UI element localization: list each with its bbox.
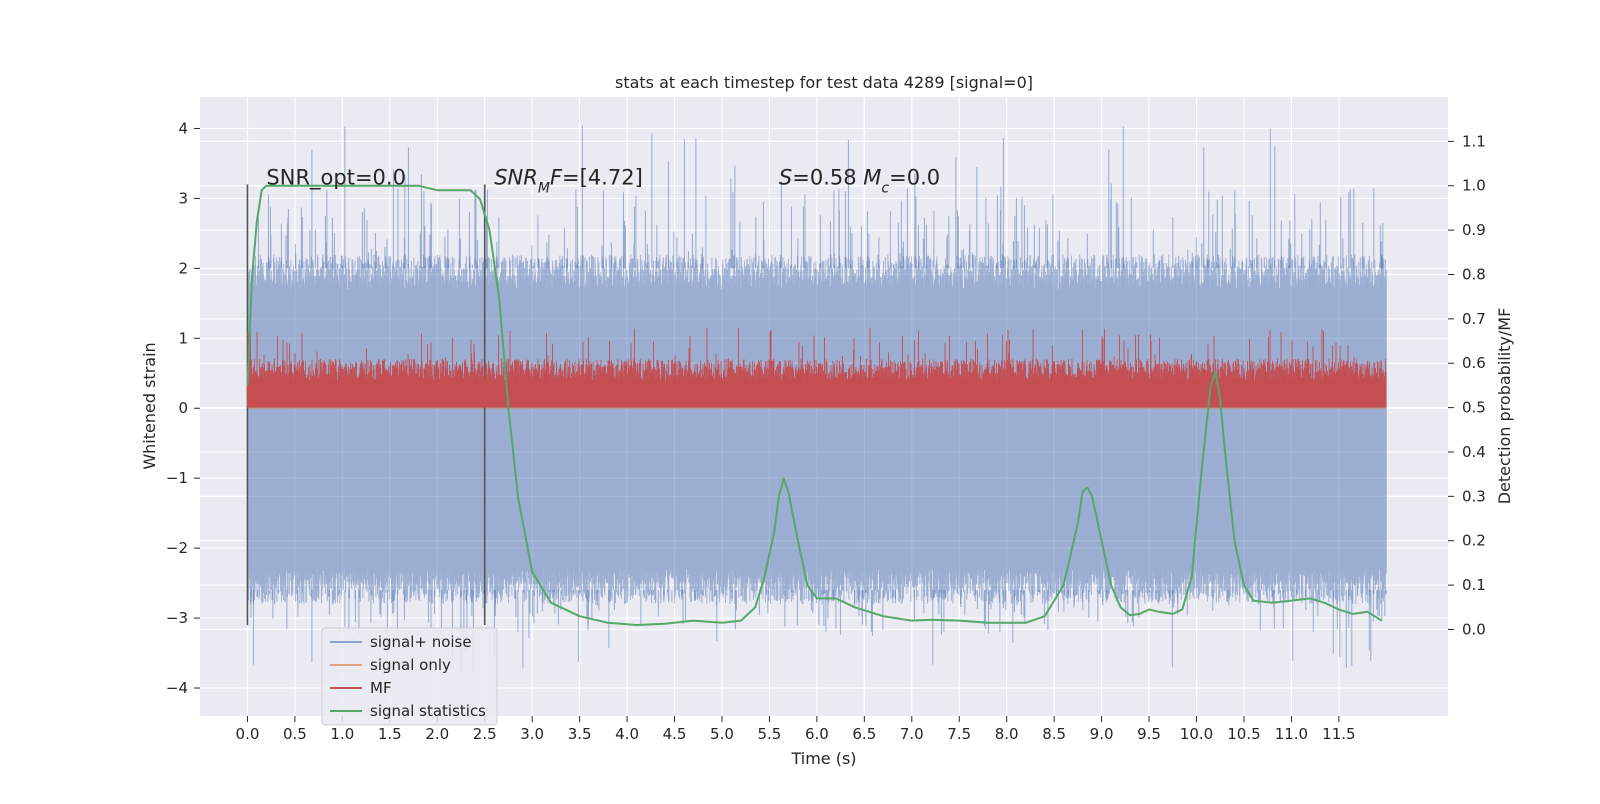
annotation-part: SNR_opt=0.0 [266,165,406,190]
x-tick-label: 11.5 [1322,725,1355,743]
y2-tick-label: 0.4 [1462,443,1486,461]
x-tick-label: 0.0 [236,725,260,743]
y2-tick-label: 0.6 [1462,354,1486,372]
y2-tick-label: 1.0 [1462,177,1486,195]
signal-noise-body [247,254,1387,605]
x-tick-label: 5.0 [710,725,734,743]
signal-statistics-line [246,184,1383,626]
y2-tick-label: 0.8 [1462,265,1486,283]
x-axis-label: Time (s) [790,749,856,768]
y2-tick-label: 0.5 [1462,399,1486,417]
x-tick-label: 8.5 [1042,725,1066,743]
annotation-part: =[4.72] [562,165,643,189]
y-tick-label: −3 [166,609,188,627]
x-tick-label: 11.0 [1275,725,1308,743]
annotation-part: M [863,165,881,189]
y2-tick-label: 0.7 [1462,310,1486,328]
y2-tick-label: 0.1 [1462,576,1486,594]
annotation-part: =0.0 [889,165,940,189]
chart-title: stats at each timestep for test data 428… [615,73,1033,92]
x-axis-ticks: 0.0 0.5 1.0 1.5 2.0 2.5 3.0 3.5 4.0 4.5 5.0 5.5 6.0 6… [236,716,1356,743]
legend-box [321,627,498,726]
mf-series [247,327,1387,408]
annotation-part: M [538,180,550,196]
y-tick-label: −1 [166,469,188,487]
annotation-part: c [881,180,889,196]
y2-tick-label: 0.2 [1462,532,1486,550]
y2-tick-label: 1.1 [1462,132,1486,150]
y-tick-label: 0 [178,399,188,417]
annotation-stat-s: S=0.58 Mc=0.0 [779,165,940,196]
x-tick-label: 0.5 [283,725,307,743]
x-tick-label: 4.0 [615,725,639,743]
y2-axis-ticks: 1.1 1.0 0.9 0.8 0.7 0.6 0.5 0.4 0.3 0.2 0.1 0.0 [1448,132,1486,638]
y-axis-label: Whitened strain [140,342,159,469]
x-tick-label: 5.5 [758,725,782,743]
x-tick-label: 10.5 [1227,725,1260,743]
mf-trace [247,327,1387,408]
signal-statistics-series [246,184,1383,626]
y-tick-label: 2 [178,259,188,277]
legend-label-mf: MF [370,679,392,697]
legend-label-signal-noise: signal+ noise [370,633,472,651]
x-tick-label: 8.0 [995,725,1019,743]
y-tick-label: −2 [166,539,188,557]
y2-axis-label: Detection probability/MF [1495,308,1514,505]
legend-label-signal-only: signal only [370,656,451,674]
x-tick-label: 6.0 [805,725,829,743]
annotation-part: S [779,165,792,189]
y2-tick-label: 0.9 [1462,221,1486,239]
x-tick-label: 9.5 [1137,725,1161,743]
y-tick-label: 4 [178,119,188,137]
x-tick-label: 6.5 [852,725,876,743]
y-tick-label: −4 [166,679,188,697]
annotation-part: =0.58 [792,165,863,189]
x-tick-label: 2.0 [425,725,449,743]
x-tick-label: 9.0 [1090,725,1114,743]
x-tick-label: 7.5 [947,725,971,743]
x-tick-label: 2.5 [473,725,497,743]
chart-annotations: SNR_opt=0.0 SNRMF=[4.72] S=0.58 Mc=0.0 [266,165,940,196]
x-tick-label: 1.5 [378,725,402,743]
annotation-part: SNR [494,165,538,189]
annotation-part: F [550,165,563,189]
x-tick-label: 4.5 [663,725,687,743]
signal-noise-spikes [250,125,1387,673]
x-tick-label: 1.0 [330,725,354,743]
y-tick-label: 3 [178,189,188,207]
x-tick-label: 3.5 [568,725,592,743]
annotation-snr-opt: SNR_opt=0.0 [266,165,406,190]
y2-tick-label: 0.0 [1462,620,1486,638]
x-tick-label: 7.0 [900,725,924,743]
annotation-snr-mf: SNRMF=[4.72] [494,165,643,196]
y-axis-ticks: 4 3 2 1 0 −1 −2 −3 −4 [166,119,200,697]
legend-label-signal-statistics: signal statistics [370,702,486,720]
y-tick-label: 1 [178,329,188,347]
x-tick-label: 3.0 [520,725,544,743]
y2-tick-label: 0.3 [1462,487,1486,505]
legend: signal+ noise signal only MF signal stat… [321,627,498,726]
x-tick-label: 10.0 [1180,725,1213,743]
